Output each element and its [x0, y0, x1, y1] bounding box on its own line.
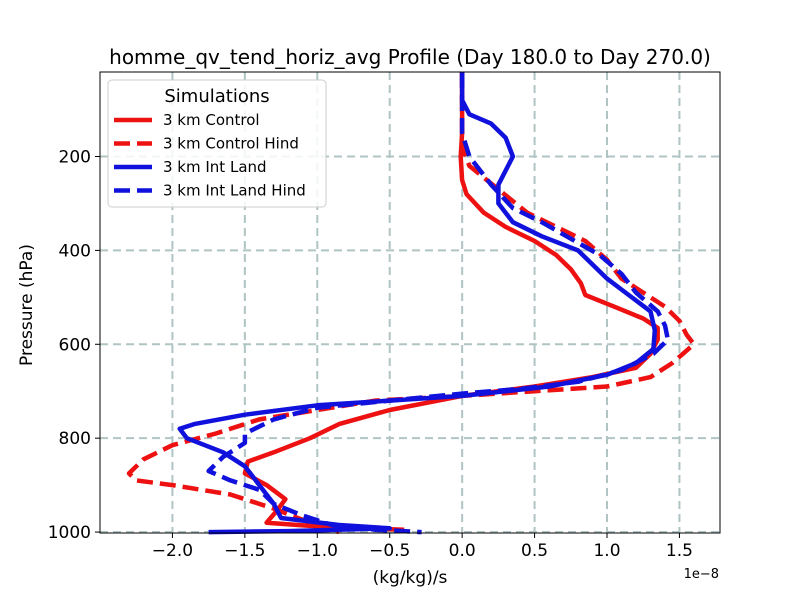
legend-entry-label: 3 km Int Land — [163, 158, 267, 176]
plot-frame — [99, 71, 721, 534]
y-tick-label: 600 — [59, 335, 91, 355]
legend-title: Simulations — [164, 86, 269, 107]
legend-box — [107, 79, 327, 208]
y-tick-label: 800 — [59, 429, 91, 449]
legend: Simulations 3 km Control 3 km Control Hin… — [107, 79, 327, 208]
x-tick-label: 0.5 — [521, 541, 548, 561]
y-axis-label: Pressure (hPa) — [17, 244, 37, 366]
legend-entry-label: 3 km Int Land Hind — [163, 182, 306, 200]
x-offset-text: 1e−8 — [684, 567, 719, 582]
x-tick-label: 1.5 — [666, 541, 693, 561]
x-tick-label: −1.0 — [297, 541, 338, 561]
x-tick-label: 1.0 — [593, 541, 620, 561]
x-axis-label: (kg/kg)/s — [373, 568, 448, 588]
chart-title: homme_qv_tend_horiz_avg Profile (Day 180… — [109, 45, 711, 69]
series-line-2 — [126, 72, 697, 535]
x-tick-label: 0.0 — [449, 541, 476, 561]
legend-entry-label: 3 km Control — [163, 111, 260, 129]
x-tick-label: −0.5 — [369, 541, 410, 561]
y-tick-label: 400 — [59, 241, 91, 261]
axes: −2.0 −1.5 −1.0 −0.5 0.0 0.5 1.0 1.5 200 400 600 800… — [48, 148, 693, 561]
y-tick-label: 1000 — [48, 523, 91, 543]
x-tick-label: −1.5 — [224, 541, 265, 561]
grid-lines — [100, 72, 720, 534]
legend-entries: 3 km Control 3 km Control Hind 3 km Int La… — [114, 111, 306, 200]
y-tick-label: 200 — [59, 148, 91, 168]
series-line-4 — [206, 72, 671, 535]
x-tick-label: −2.0 — [152, 541, 193, 561]
series-lines — [126, 72, 697, 535]
legend-entry-label: 3 km Control Hind — [163, 135, 299, 153]
